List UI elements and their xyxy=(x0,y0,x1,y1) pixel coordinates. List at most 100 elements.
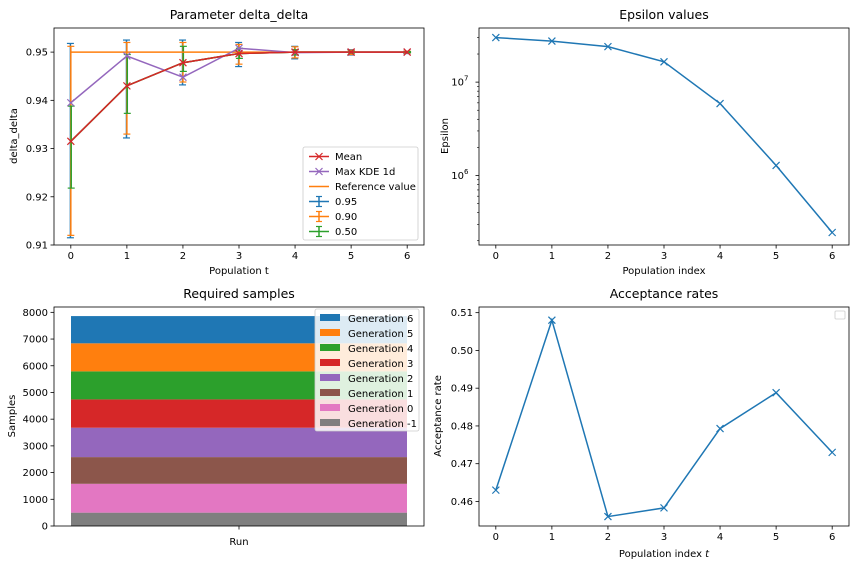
y-tick-label-1: 0.92 xyxy=(26,192,48,203)
acceptance-x-tick-label-0: 0 xyxy=(493,532,499,543)
epsilon-point-5-b xyxy=(772,161,781,170)
epsilon-point-0 xyxy=(491,33,500,42)
acceptance-rates-panel: Acceptance rates 0 1 2 3 4 5 6 0.46 0.47 0.48 0.49… xyxy=(433,286,850,560)
legend-label-ci-90: 0.90 xyxy=(335,212,357,223)
samples-y-tick-label-5: 5000 xyxy=(23,388,48,399)
samples-legend-label-0: Generation 6 xyxy=(348,314,413,325)
samples-legend-swatch-4 xyxy=(320,374,340,381)
acceptance-x-tick-label-6: 6 xyxy=(829,532,835,543)
acceptance-point-4-b xyxy=(716,424,724,433)
x-tick-label-1: 1 xyxy=(124,251,130,262)
epsilon-point-2 xyxy=(604,42,612,51)
legend-label-max-kde: Max KDE 1d xyxy=(335,167,395,178)
series-point-0-0-b xyxy=(66,137,75,146)
acceptance-y-tick-label-4: 0.50 xyxy=(451,346,473,357)
required-samples-panel: Required samples Run 0 1000 2000 3000 4000 500… xyxy=(7,286,425,548)
series-point-0-0 xyxy=(66,137,75,146)
acceptance-x-tick-label-2: 2 xyxy=(605,532,611,543)
x-tick-label-3: 3 xyxy=(236,251,242,262)
epsilon-y-tick-exp-1: 6 xyxy=(464,168,469,176)
required-samples-legend: Generation 6 Generation 5 Generation 4 Gene… xyxy=(314,308,420,432)
series-point-0-2 xyxy=(179,58,187,67)
required-samples-legend-box xyxy=(314,308,420,432)
epsilon-y-axis-label: Epsilon xyxy=(440,118,451,154)
delta-delta-panel: Parameter delta_delta 0 1 2 3 4 5 6 0.91 0.92 0.9… xyxy=(9,7,425,277)
series-point-0-1 xyxy=(122,81,131,90)
acceptance-point-0-b xyxy=(491,486,500,495)
series-point-1-1-b xyxy=(122,52,131,60)
legend-label-mean: Mean xyxy=(335,152,362,163)
legend-handle-marker-1 xyxy=(315,167,323,176)
series-point-0-5-b xyxy=(347,48,356,57)
required-samples-title: Required samples xyxy=(183,286,295,301)
epsilon-x-tick-label-6: 6 xyxy=(829,251,835,262)
epsilon-point-1-b xyxy=(547,37,556,46)
series-point-0-2-b xyxy=(179,58,187,67)
epsilon-point-4-b xyxy=(716,99,724,108)
acceptance-x-label-var: t xyxy=(705,549,710,560)
series-point-0-6 xyxy=(403,48,412,57)
acceptance-x-label-text: Population index xyxy=(619,549,705,560)
series-point-0-5 xyxy=(347,48,356,57)
samples-x-tick-label: Run xyxy=(229,537,248,548)
legend-handle-marker-0 xyxy=(315,152,323,161)
series-point-1-0 xyxy=(66,98,75,107)
epsilon-title: Epsilon values xyxy=(619,7,709,22)
stack-segment-3 xyxy=(71,427,407,458)
epsilon-point-2-b xyxy=(604,42,612,51)
samples-legend-label-3: Generation 3 xyxy=(348,359,413,370)
series-0 xyxy=(66,48,412,146)
acceptance-point-4 xyxy=(716,424,724,433)
y-tick-label-4: 0.95 xyxy=(26,48,48,59)
acceptance-y-tick-label-5: 0.51 xyxy=(451,308,473,319)
y-tick-label-0: 0.91 xyxy=(26,241,48,252)
acceptance-point-2 xyxy=(604,512,612,521)
y-tick-label-3: 0.94 xyxy=(26,96,48,107)
series-point-1-0-b xyxy=(66,98,75,107)
samples-legend-swatch-2 xyxy=(320,344,340,351)
samples-y-tick-label-2: 2000 xyxy=(23,468,48,479)
legend-handle-marker-1-b xyxy=(315,167,323,176)
epsilon-y-tick-exp-0: 7 xyxy=(464,75,468,83)
series-point-1-2 xyxy=(179,73,187,82)
series-point-0-6-b xyxy=(403,48,412,57)
acceptance-line xyxy=(495,317,833,518)
acceptance-y-tick-label-2: 0.48 xyxy=(451,421,473,432)
x-tick-label-2: 2 xyxy=(180,251,186,262)
epsilon-x-tick-label-5: 5 xyxy=(773,251,779,262)
epsilon-point-5 xyxy=(772,161,781,170)
samples-y-tick-label-6: 6000 xyxy=(23,361,48,372)
epsilon-y-tick-label-1: 10 xyxy=(451,171,464,182)
series-point-0-4 xyxy=(291,48,299,57)
series-point-0-1-b xyxy=(122,81,131,90)
acceptance-x-tick-label-4: 4 xyxy=(717,532,723,543)
acceptance-rates-x-axis-label: Population index t xyxy=(619,549,710,560)
acceptance-x-tick-label-5: 5 xyxy=(773,532,779,543)
y-tick-label-2: 0.93 xyxy=(26,144,48,155)
samples-legend-label-1: Generation 5 xyxy=(348,329,413,340)
x-tick-label-0: 0 xyxy=(68,251,74,262)
acceptance-y-tick-label-1: 0.47 xyxy=(451,459,473,470)
samples-y-tick-label-4: 4000 xyxy=(23,415,48,426)
samples-y-tick-label-0: 0 xyxy=(42,522,48,533)
x-tick-label-6: 6 xyxy=(404,251,410,262)
epsilon-point-6 xyxy=(828,228,837,237)
acceptance-point-1 xyxy=(547,316,556,325)
delta-delta-y-axis-label: delta_delta xyxy=(9,108,20,164)
acceptance-y-tick-label-3: 0.49 xyxy=(451,384,473,395)
samples-legend-label-2: Generation 4 xyxy=(348,344,413,355)
stack-segment-1 xyxy=(71,483,407,513)
epsilon-point-3 xyxy=(660,57,668,66)
samples-y-tick-label-1: 1000 xyxy=(23,495,48,506)
acceptance-empty-legend xyxy=(834,310,846,320)
samples-legend-label-6: Generation 0 xyxy=(348,404,413,415)
acceptance-point-2-b xyxy=(604,512,612,521)
epsilon-x-tick-label-0: 0 xyxy=(493,251,499,262)
stack-segment-2 xyxy=(71,457,407,484)
acceptance-point-1-b xyxy=(547,316,556,325)
acceptance-point-5 xyxy=(772,388,781,397)
series-point-0-3 xyxy=(235,49,243,58)
series-point-1-2-b xyxy=(179,73,187,82)
acceptance-x-tick-label-3: 3 xyxy=(661,532,667,543)
samples-legend-swatch-1 xyxy=(320,329,340,336)
